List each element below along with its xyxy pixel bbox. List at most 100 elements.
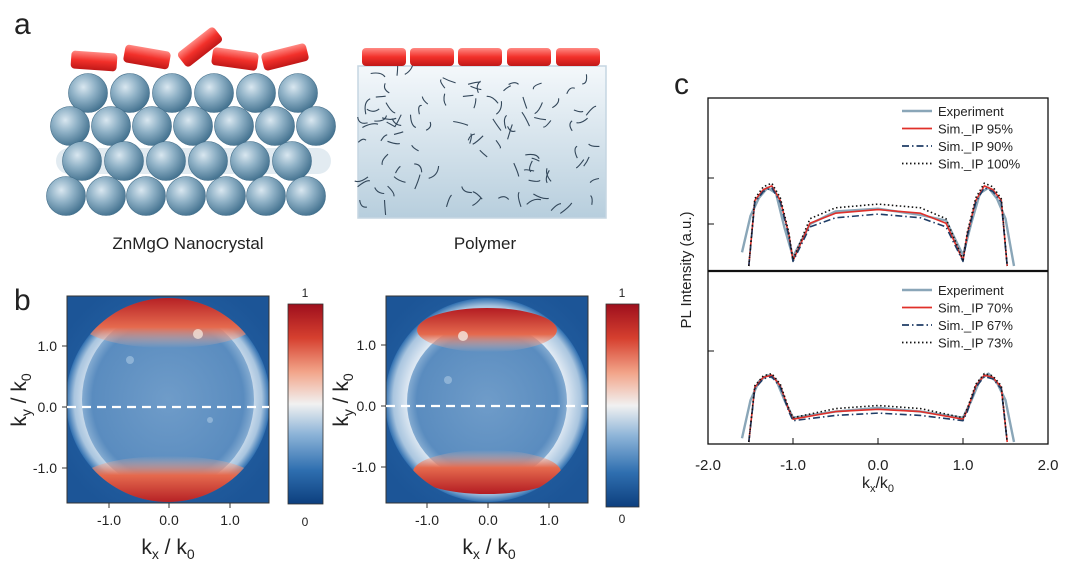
map-2-axes: -1.0 0.0 1.0 1.0 0.0 -1.0 kx / k0 ky / k… xyxy=(330,337,559,562)
polymer-chain xyxy=(393,131,404,135)
nanocrystal-sphere xyxy=(68,73,108,113)
polymer-chain xyxy=(357,116,368,124)
polymer-chain xyxy=(366,108,380,112)
nanocrystal-sphere xyxy=(286,176,326,216)
polymer-chain xyxy=(380,134,388,142)
map-2-x-tick: 1.0 xyxy=(539,512,559,528)
nanocrystal-sphere xyxy=(206,176,246,216)
colorbar-2: 1 0 xyxy=(605,286,640,526)
polymer-chain xyxy=(473,98,477,109)
nanocrystal-sphere xyxy=(246,176,286,216)
legend-label: Sim._IP 100% xyxy=(938,157,1021,172)
nanocrystal-sphere xyxy=(272,141,312,181)
polymer-chain xyxy=(387,140,400,145)
polymer-chain xyxy=(386,121,395,127)
polymer-chain xyxy=(357,138,367,143)
nanocrystal-sphere xyxy=(132,106,172,146)
map-2-x-label: kx / k0 xyxy=(462,536,516,562)
polymer-chain xyxy=(498,196,510,200)
polymer-chain xyxy=(507,124,513,140)
polymer-chain xyxy=(395,165,401,174)
legend-label: Sim._IP 67% xyxy=(938,318,1013,333)
map-1-x-tick: 0.0 xyxy=(159,512,179,528)
nanocrystal-sphere xyxy=(110,73,150,113)
polymer-chain xyxy=(370,72,386,78)
nanocrystal-sphere xyxy=(236,73,276,113)
polymer-chain xyxy=(532,82,542,90)
map-1-y-tick: 0.0 xyxy=(38,399,58,415)
legend-label: Sim._IP 95% xyxy=(938,122,1013,137)
polymer-chain xyxy=(418,104,422,115)
polymer-chain xyxy=(533,193,549,200)
plot-x-tick-label: 1.0 xyxy=(953,457,974,474)
polymer-chain xyxy=(573,109,584,113)
polymer-chain xyxy=(582,74,588,85)
nanocrystal-sphere xyxy=(86,176,126,216)
nanocrystal-sphere xyxy=(296,106,336,146)
polymer-chain xyxy=(453,120,469,126)
polymer-chain xyxy=(374,187,385,195)
polymer-chain xyxy=(472,191,483,200)
polymer-chain xyxy=(589,177,600,183)
polymer-caption: Polymer xyxy=(454,234,517,253)
nanocrystal-illustration xyxy=(46,27,336,216)
polymer-chain xyxy=(513,162,520,177)
map-1-y-label: ky / k0 xyxy=(8,373,34,427)
plot-x-label: kx/k0 xyxy=(862,475,894,495)
polymer-chain xyxy=(445,194,452,208)
nanocrystal-sphere xyxy=(126,176,166,216)
polymer-chain xyxy=(394,114,402,128)
polymer-chain xyxy=(574,145,578,159)
map-1-x-label: kx / k0 xyxy=(141,536,195,562)
series-line xyxy=(748,375,1008,443)
polymer-chain xyxy=(545,170,550,184)
map-1-axes: -1.0 0.0 1.0 1.0 0.0 -1.0 kx / k0 ky / k… xyxy=(8,338,240,562)
k-space-map-2 xyxy=(385,295,589,504)
map-1-x-tick: -1.0 xyxy=(97,512,121,528)
k-space-map-1 xyxy=(66,295,270,504)
polymer-chain xyxy=(467,81,481,85)
polymer-chain xyxy=(559,202,573,214)
series-line xyxy=(748,182,1008,267)
nanocrystal-sphere xyxy=(152,73,192,113)
polymer-illustration xyxy=(354,48,607,219)
polymer-chain xyxy=(529,160,533,173)
nanocrystal-emitter-layer xyxy=(70,27,309,72)
polymer-chain xyxy=(393,176,406,183)
polymer-chain xyxy=(525,153,540,159)
polymer-chain xyxy=(409,114,417,129)
series-line xyxy=(748,185,1008,267)
polymer-chain xyxy=(522,96,528,109)
nanocrystal-sphere xyxy=(91,106,131,146)
polymer-chain xyxy=(528,179,541,182)
polymer-chain xyxy=(357,180,371,188)
polymer-chain xyxy=(362,123,379,128)
polymer-chain xyxy=(469,133,472,144)
panel-a-letter: a xyxy=(14,8,31,41)
nanocrystal-sphere xyxy=(188,141,228,181)
legend-label: Sim._IP 70% xyxy=(938,301,1013,316)
polymer-chain xyxy=(576,117,588,124)
nanocrystal-caption: ZnMgO Nanocrystal xyxy=(112,234,263,253)
colorbar-1: 1 0 xyxy=(287,286,324,529)
map-2-x-tick: 0.0 xyxy=(478,512,498,528)
polymer-chain xyxy=(421,96,429,105)
panel-c-letter: c xyxy=(674,68,689,101)
series-line xyxy=(748,372,1008,443)
nanocrystal-sphere xyxy=(173,106,213,146)
polymer-chain xyxy=(381,153,389,165)
polymer-chain xyxy=(443,93,447,106)
polymer-chain xyxy=(590,195,593,205)
colorbar-2-min: 0 xyxy=(619,512,626,526)
polymer-chain xyxy=(503,115,508,129)
polymer-chain xyxy=(585,105,597,116)
map-2-y-tick: -1.0 xyxy=(352,459,376,475)
nanocrystal-sphere xyxy=(104,141,144,181)
polymer-chain xyxy=(428,165,440,179)
legend-label: Sim._IP 73% xyxy=(938,336,1013,351)
nanocrystal-sphere xyxy=(214,106,254,146)
plot-y-label: PL Intensity (a.u.) xyxy=(678,211,695,328)
polymer-chain xyxy=(425,121,432,131)
colorbar-1-min: 0 xyxy=(302,515,309,529)
polymer-chain xyxy=(495,139,502,149)
